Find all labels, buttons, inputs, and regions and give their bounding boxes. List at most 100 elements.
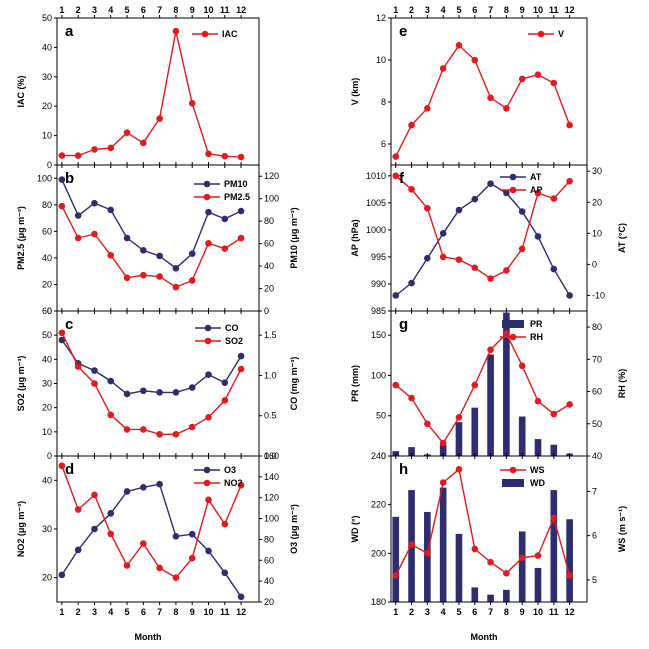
point-IAC-4 xyxy=(107,144,115,152)
y-axis-label-left-f: AP (hPa) xyxy=(350,219,360,256)
y-tick-label-left: 150 xyxy=(371,330,386,340)
x-tick-label-top-11: 11 xyxy=(220,5,230,15)
point-RH-4 xyxy=(439,439,447,447)
y-tick-label-right: 60 xyxy=(592,387,602,397)
legend-marker-O3 xyxy=(203,466,211,474)
legend-label-WD: WD xyxy=(530,478,545,488)
point-O3-7 xyxy=(156,480,163,488)
point-V-3 xyxy=(424,105,431,112)
legend-marker-WS xyxy=(509,466,517,474)
y-tick-label-left: 80 xyxy=(42,200,52,210)
point-IAC-10 xyxy=(205,150,212,158)
point-PM2.5-3 xyxy=(91,230,98,238)
y-tick-label-left: 10 xyxy=(42,427,52,437)
y-axis-label-left-b: PM2.5 (μg m⁻³) xyxy=(16,206,26,270)
y-tick-label-left: 50 xyxy=(376,411,386,421)
x-tick-label-2: 2 xyxy=(76,607,81,617)
y-tick-label-right: 0 xyxy=(264,306,269,316)
y-tick-label-left: 50 xyxy=(42,13,52,23)
y-tick-label-left: 10 xyxy=(376,55,386,65)
legend-marker-NO2 xyxy=(203,479,211,487)
series-line-O3 xyxy=(61,483,242,598)
point-V-12 xyxy=(566,121,573,129)
point-AP-7 xyxy=(487,275,494,282)
bar-PR-9 xyxy=(518,416,526,456)
point-PM2.5-6 xyxy=(140,271,147,279)
legend-marker-SO2 xyxy=(204,337,212,345)
point-O3-9 xyxy=(188,530,196,538)
y-tick-label-right: 0 xyxy=(592,259,597,269)
y-tick-label-right: 50 xyxy=(592,419,602,429)
point-NO2-2 xyxy=(74,506,82,513)
point-V-2 xyxy=(408,121,415,129)
point-AP-4 xyxy=(439,253,447,261)
point-AT-8 xyxy=(503,189,510,197)
bar-PR-5 xyxy=(455,422,463,456)
legend-marker-IAC xyxy=(201,30,209,38)
y-tick-label-left: 1000 xyxy=(366,225,386,235)
point-WS-2 xyxy=(408,541,415,548)
point-CO-7 xyxy=(156,389,163,396)
panel-letter-h: h xyxy=(399,461,408,478)
point-V-7 xyxy=(487,94,494,102)
point-V-6 xyxy=(471,56,479,64)
y-tick-label-left: 1005 xyxy=(366,198,386,208)
x-tick-label-top-1: 1 xyxy=(59,5,64,15)
point-IAC-3 xyxy=(91,146,98,153)
x-tick-label-1: 1 xyxy=(393,607,398,617)
point-PM10-7 xyxy=(156,252,163,260)
point-CO-1 xyxy=(58,336,66,344)
y-tick-label-left: 60 xyxy=(42,306,52,316)
legend-swatch-PR xyxy=(502,320,524,328)
y-tick-label-left: 12 xyxy=(376,13,386,23)
x-tick-label-top-9: 9 xyxy=(190,5,195,15)
point-NO2-5 xyxy=(123,562,131,569)
y-axis-label-left-e: V (km) xyxy=(350,78,360,106)
point-PM2.5-4 xyxy=(107,251,115,259)
y-axis-label-right-g: RH (%) xyxy=(617,369,627,399)
point-AP-1 xyxy=(392,172,400,180)
x-tick-label-9: 9 xyxy=(190,607,195,617)
y-tick-label-right: 20 xyxy=(264,284,274,294)
x-tick-label-top-6: 6 xyxy=(141,5,146,15)
point-IAC-7 xyxy=(156,115,163,122)
y-tick-label-left: 30 xyxy=(42,379,52,389)
point-RH-2 xyxy=(408,394,415,402)
x-tick-label-3: 3 xyxy=(92,607,97,617)
point-CO-5 xyxy=(123,390,131,398)
x-tick-label-5: 5 xyxy=(456,607,461,617)
y-tick-label-left: 20 xyxy=(42,403,52,413)
bar-PR-2 xyxy=(408,447,415,456)
bar-WD-12 xyxy=(566,519,573,602)
y-tick-label-right: 160 xyxy=(264,451,279,461)
point-O3-12 xyxy=(237,593,245,601)
plot-frame-a xyxy=(56,17,260,166)
x-axis-label-right: Month xyxy=(471,632,498,642)
point-AT-12 xyxy=(566,292,573,299)
x-tick-label-1: 1 xyxy=(59,607,64,617)
point-SO2-7 xyxy=(156,430,163,438)
legend-label-AT: AT xyxy=(530,172,542,182)
y-tick-label-left: 40 xyxy=(42,354,52,364)
point-AP-2 xyxy=(408,186,415,193)
point-RH-8 xyxy=(503,330,510,337)
point-O3-3 xyxy=(91,525,98,533)
legend-label-AP: AP xyxy=(530,185,543,195)
series-line-SO2 xyxy=(61,332,242,435)
x-tick-label-3: 3 xyxy=(425,607,430,617)
legend-marker-AT xyxy=(509,173,517,181)
point-V-10 xyxy=(534,71,542,78)
point-RH-11 xyxy=(550,410,558,418)
x-tick-label-top-7: 7 xyxy=(157,5,162,15)
bar-PR-4 xyxy=(439,444,447,456)
point-AT-1 xyxy=(392,292,400,299)
bar-WD-6 xyxy=(471,587,479,602)
y-tick-label-right: 0.5 xyxy=(264,411,277,421)
point-PM2.5-8 xyxy=(172,283,180,291)
point-PM2.5-1 xyxy=(58,202,66,210)
point-AP-11 xyxy=(550,195,558,202)
point-AP-9 xyxy=(518,245,526,253)
point-PM10-6 xyxy=(140,247,147,254)
point-WS-6 xyxy=(471,545,479,553)
